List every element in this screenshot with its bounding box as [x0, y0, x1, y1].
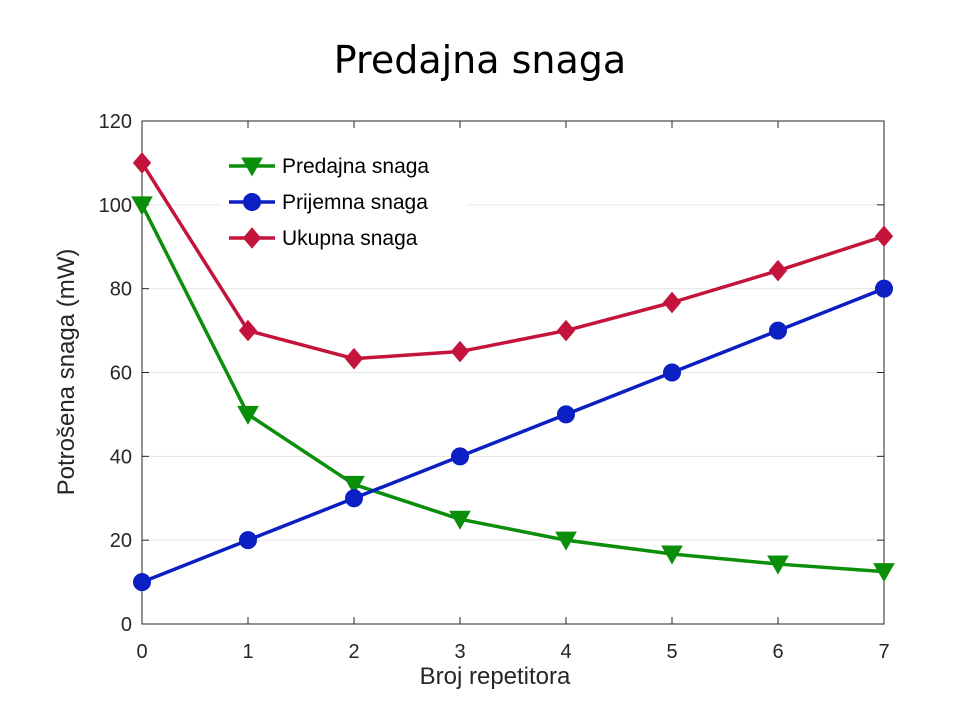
- series-ukupna-snaga: [132, 152, 894, 370]
- legend-marker: [241, 157, 263, 177]
- series-group: [131, 152, 895, 592]
- data-point: [556, 319, 576, 342]
- data-point: [344, 347, 364, 370]
- data-point: [873, 563, 895, 583]
- legend-label: Prijemna snaga: [282, 191, 428, 214]
- data-point: [131, 196, 153, 216]
- series-line: [141, 287, 885, 584]
- data-point: [132, 152, 152, 174]
- series-line: [140, 161, 885, 361]
- legend: Predajna snaga Prijemna snaga Ukupna snaga: [221, 145, 467, 255]
- y-tick-label: 100: [99, 195, 132, 217]
- legend-item: Ukupna snaga: [229, 227, 418, 250]
- data-point: [555, 531, 577, 551]
- x-tick-label: 7: [878, 641, 889, 663]
- series-predajna-snaga: [131, 196, 895, 583]
- y-tick-label: 60: [110, 363, 132, 385]
- data-point: [239, 531, 257, 550]
- x-axis-label: Broj repetitora: [420, 663, 571, 690]
- x-tick-label: 6: [772, 641, 783, 663]
- x-tick-label: 3: [454, 641, 465, 663]
- y-tick-label: 40: [110, 446, 132, 468]
- data-point: [662, 291, 682, 314]
- x-tick-label: 5: [666, 641, 677, 663]
- x-tick-label: 2: [348, 641, 359, 663]
- data-point: [663, 363, 681, 382]
- data-point: [557, 405, 575, 424]
- legend-label: Ukupna snaga: [282, 227, 418, 250]
- y-tick-label: 120: [99, 111, 132, 133]
- series-line: [140, 204, 885, 574]
- series-prijemna-snaga: [133, 279, 893, 592]
- x-tick-label: 1: [242, 641, 253, 663]
- data-point: [237, 405, 259, 425]
- data-point: [449, 510, 471, 530]
- data-point: [133, 573, 151, 592]
- data-point: [450, 340, 470, 363]
- legend-box: [221, 145, 467, 255]
- y-tick-label: 20: [110, 530, 132, 552]
- data-point: [451, 447, 469, 466]
- data-point: [769, 321, 787, 340]
- slide-title: Predajna snaga: [333, 38, 627, 82]
- y-tick-label: 80: [110, 279, 132, 301]
- legend-item: Predajna snaga: [229, 155, 429, 178]
- x-tick-label: 0: [136, 641, 147, 663]
- data-point: [767, 555, 789, 575]
- data-point: [874, 225, 894, 248]
- legend-item: Prijemna snaga: [229, 191, 428, 214]
- data-point: [875, 279, 893, 298]
- data-point: [238, 319, 258, 342]
- y-tick-label: 0: [121, 614, 132, 636]
- data-point: [345, 489, 363, 508]
- data-point: [661, 545, 683, 565]
- data-point: [343, 475, 365, 495]
- legend-marker: [243, 193, 261, 211]
- axis-ticks: 0 20 40 60 80 100 120 0 1 2 3 4 5 6 7: [99, 111, 890, 663]
- legend-label: Predajna snaga: [282, 155, 429, 178]
- y-axis-label: Potrošena snaga (mW): [53, 249, 80, 496]
- x-tick-label: 4: [560, 641, 571, 663]
- legend-marker: [242, 227, 262, 249]
- data-point: [768, 259, 788, 282]
